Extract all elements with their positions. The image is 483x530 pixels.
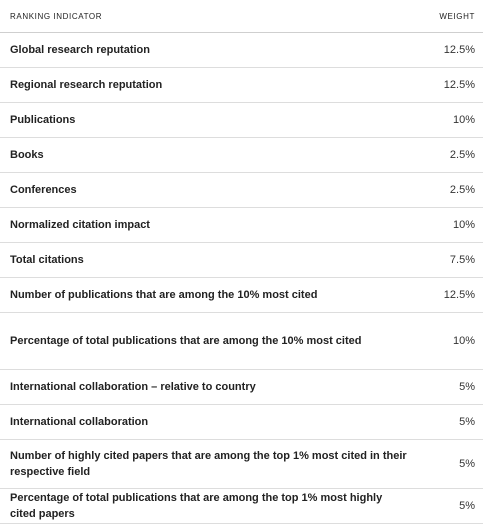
- table-row: Percentage of total publications that ar…: [0, 313, 483, 370]
- table-row: International collaboration 5%: [0, 405, 483, 440]
- indicator-weight: 2.5%: [449, 149, 475, 161]
- indicator-label: Regional research reputation: [10, 79, 163, 91]
- indicator-weight: 12.5%: [443, 44, 475, 56]
- table-row: Global research reputation 12.5%: [0, 33, 483, 68]
- table-row: Percentage of total publications that ar…: [0, 489, 483, 524]
- table-header: RANKING INDICATOR WEIGHT: [0, 0, 483, 33]
- table-row: Books 2.5%: [0, 138, 483, 173]
- indicator-label: Percentage of total publications that ar…: [10, 335, 362, 347]
- indicator-label: Global research reputation: [10, 44, 150, 56]
- table-row: Number of highly cited papers that are a…: [0, 440, 483, 489]
- indicator-weight: 5%: [459, 381, 475, 393]
- weight-column-header: WEIGHT: [439, 11, 475, 21]
- indicator-label: Normalized citation impact: [10, 219, 150, 231]
- indicator-label: Number of publications that are among th…: [10, 289, 318, 301]
- indicator-weight: 5%: [459, 500, 475, 512]
- indicator-weight: 10%: [452, 335, 475, 347]
- indicator-label: International collaboration: [10, 416, 149, 428]
- indicator-label: International collaboration – relative t…: [10, 381, 256, 393]
- indicator-weight: 12.5%: [443, 289, 475, 301]
- indicator-label: Number of highly cited papers that are a…: [10, 450, 407, 478]
- indicator-label: Conferences: [10, 184, 77, 196]
- table-row: International collaboration – relative t…: [0, 370, 483, 405]
- indicator-weight: 2.5%: [449, 184, 475, 196]
- indicator-weight: 10%: [452, 114, 475, 126]
- table-row: Number of publications that are among th…: [0, 278, 483, 313]
- indicator-weight: 10%: [452, 219, 475, 231]
- indicator-column-header: RANKING INDICATOR: [10, 11, 103, 21]
- indicator-label: Publications: [10, 114, 76, 126]
- table-row: Conferences 2.5%: [0, 173, 483, 208]
- table-row: Total citations 7.5%: [0, 243, 483, 278]
- table-row: Regional research reputation 12.5%: [0, 68, 483, 103]
- indicator-weight: 7.5%: [449, 254, 475, 266]
- indicator-weight: 12.5%: [443, 79, 475, 91]
- indicator-weight: 5%: [459, 458, 475, 470]
- indicator-label: Total citations: [10, 254, 84, 266]
- indicator-label: Percentage of total publications that ar…: [10, 492, 383, 520]
- indicator-label: Books: [10, 149, 44, 161]
- indicator-weight: 5%: [459, 416, 475, 428]
- table-row: Normalized citation impact 10%: [0, 208, 483, 243]
- table-row: Publications 10%: [0, 103, 483, 138]
